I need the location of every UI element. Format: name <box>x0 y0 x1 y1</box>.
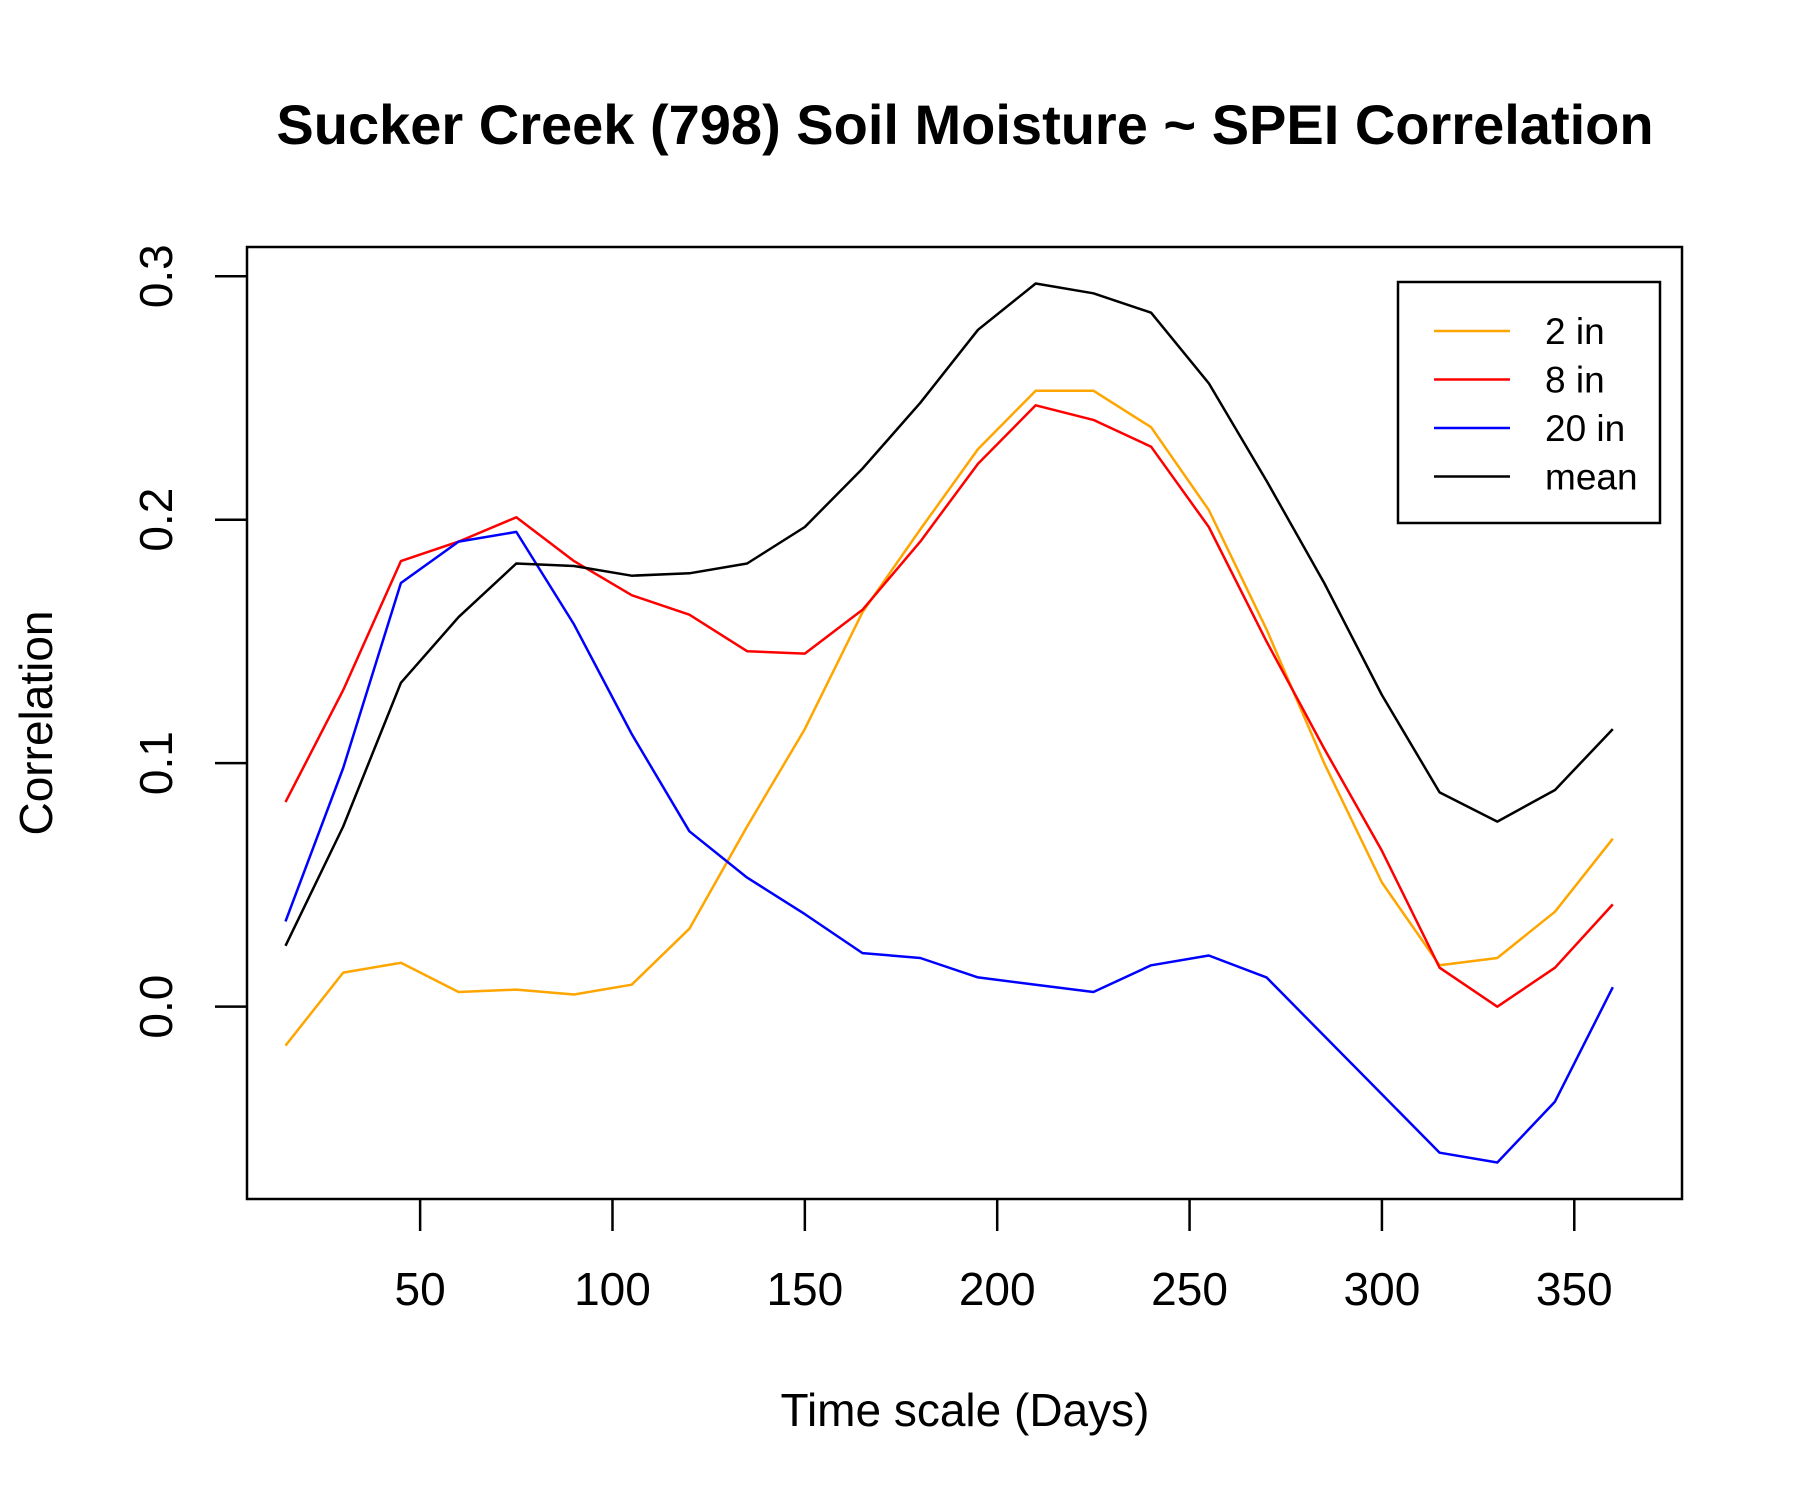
series-lines <box>284 282 1614 1164</box>
chart-title: Sucker Creek (798) Soil Moisture ~ SPEI … <box>276 93 1653 156</box>
legend-label: mean <box>1545 457 1638 498</box>
y-tick-label: 0.0 <box>130 975 182 1039</box>
x-tick-label: 250 <box>1151 1263 1228 1315</box>
x-tick-label: 50 <box>395 1263 446 1315</box>
legend-label: 20 in <box>1545 408 1625 449</box>
y-tick-label: 0.1 <box>130 731 182 795</box>
x-axis: 50 100 150 200 250 300 350 <box>395 1199 1613 1315</box>
y-tick-label: 0.2 <box>130 488 182 552</box>
legend: 2 in 8 in 20 in mean <box>1396 280 1662 525</box>
series-line-8-in <box>284 404 1614 1008</box>
series-line-mean <box>284 282 1614 947</box>
series-line-2-in <box>284 389 1614 1047</box>
x-tick-label: 200 <box>959 1263 1036 1315</box>
x-tick-label: 300 <box>1344 1263 1421 1315</box>
x-tick-label: 150 <box>766 1263 843 1315</box>
y-tick-label: 0.3 <box>130 244 182 308</box>
legend-label: 2 in <box>1545 311 1605 352</box>
x-axis-label: Time scale (Days) <box>781 1384 1150 1436</box>
legend-label: 8 in <box>1545 360 1605 401</box>
legend-box <box>1396 280 1662 525</box>
plot-frame <box>245 245 1684 1201</box>
series-line-20-in <box>284 530 1614 1164</box>
x-tick-label: 350 <box>1536 1263 1613 1315</box>
x-tick-label: 100 <box>574 1263 651 1315</box>
y-axis-label: Correlation <box>10 611 62 836</box>
y-axis: 0.0 0.1 0.2 0.3 <box>130 244 247 1039</box>
